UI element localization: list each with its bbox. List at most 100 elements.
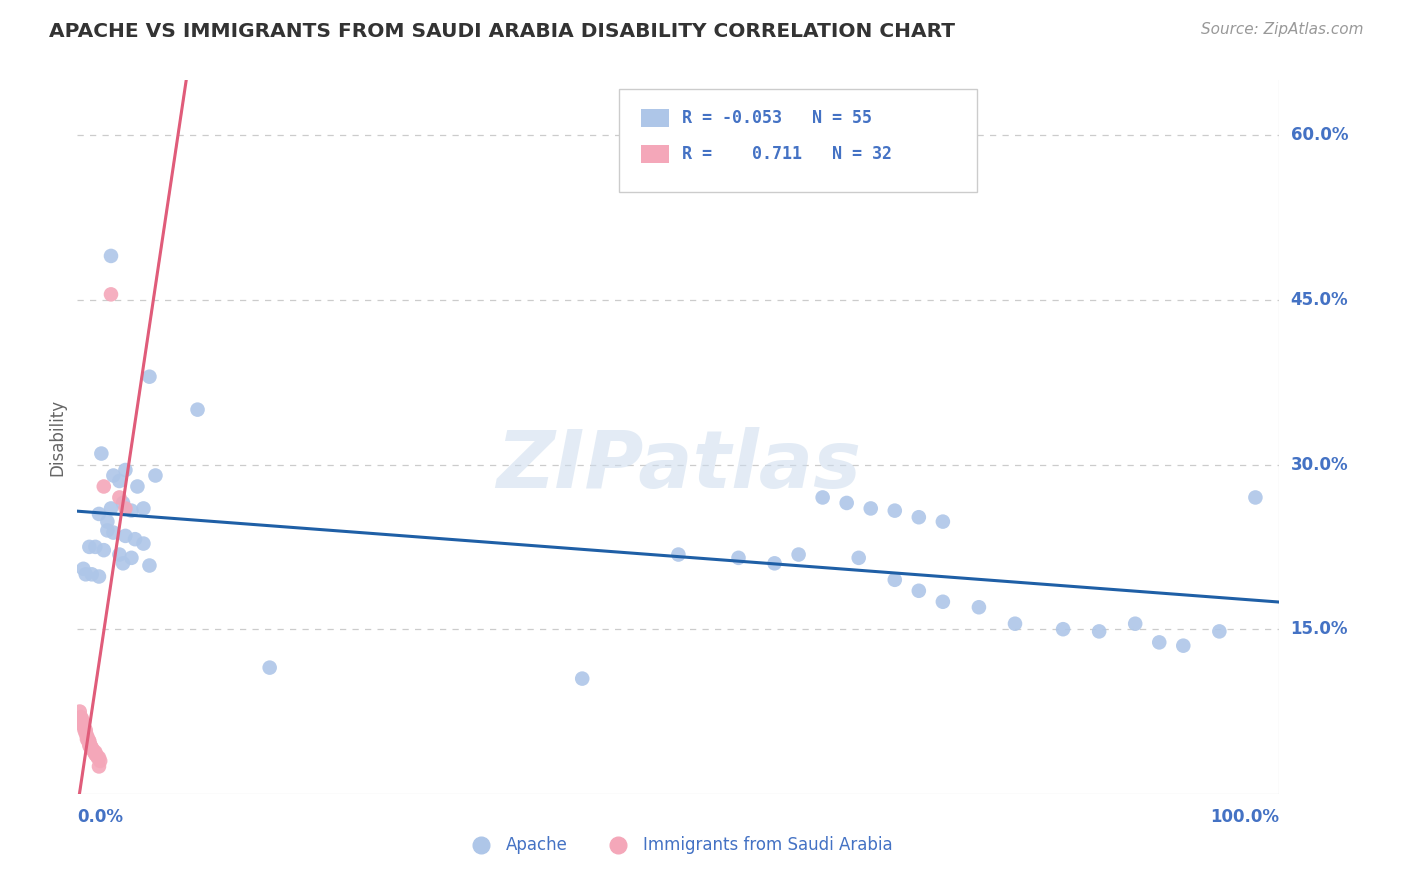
Point — [103, 468, 125, 483]
Point — [727, 550, 749, 565]
Point — [75, 567, 97, 582]
Point — [76, 731, 98, 746]
Point — [84, 747, 107, 762]
Point — [80, 567, 103, 582]
Point — [127, 479, 149, 493]
Point — [186, 402, 209, 417]
Point — [86, 748, 108, 763]
Point — [908, 510, 931, 524]
Point — [100, 249, 122, 263]
Point — [132, 501, 155, 516]
Point — [84, 540, 107, 554]
Point — [79, 739, 101, 753]
Point — [120, 550, 142, 565]
Point — [87, 750, 110, 764]
Point — [96, 524, 118, 538]
Point — [72, 562, 94, 576]
Point — [132, 536, 155, 550]
Point — [848, 550, 870, 565]
Text: R =    0.711   N = 32: R = 0.711 N = 32 — [682, 145, 891, 163]
Text: ZIPatlas: ZIPatlas — [496, 426, 860, 505]
Y-axis label: Disability: Disability — [48, 399, 66, 475]
Point — [100, 501, 122, 516]
Point — [79, 740, 101, 755]
Text: 60.0%: 60.0% — [1291, 126, 1348, 145]
Point — [79, 540, 101, 554]
Point — [108, 474, 131, 488]
Point — [908, 583, 931, 598]
Point — [77, 731, 100, 746]
Point — [108, 548, 131, 562]
Point — [145, 468, 167, 483]
Point — [883, 573, 905, 587]
Text: 30.0%: 30.0% — [1291, 456, 1348, 474]
Point — [103, 525, 125, 540]
Point — [84, 745, 107, 759]
Point — [87, 750, 110, 764]
Text: APACHE VS IMMIGRANTS FROM SAUDI ARABIA DISABILITY CORRELATION CHART: APACHE VS IMMIGRANTS FROM SAUDI ARABIA D… — [49, 22, 955, 41]
Text: 0.0%: 0.0% — [77, 808, 124, 826]
Point — [124, 532, 146, 546]
Point — [114, 529, 136, 543]
Point — [70, 710, 93, 724]
Point — [1004, 616, 1026, 631]
Point — [1088, 624, 1111, 639]
Point — [835, 496, 858, 510]
Text: 15.0%: 15.0% — [1291, 620, 1348, 638]
Point — [82, 743, 104, 757]
Point — [72, 719, 94, 733]
Point — [1123, 616, 1146, 631]
Point — [72, 715, 94, 730]
Point — [259, 660, 281, 674]
Point — [93, 479, 115, 493]
Point — [114, 501, 136, 516]
Point — [108, 491, 131, 505]
Point — [87, 759, 110, 773]
Point — [70, 712, 93, 726]
Point — [668, 548, 690, 562]
Text: 45.0%: 45.0% — [1291, 291, 1348, 309]
Point — [932, 595, 955, 609]
Point — [89, 754, 111, 768]
Point — [80, 740, 103, 755]
Point — [87, 569, 110, 583]
Point — [76, 729, 98, 743]
Point — [763, 557, 786, 571]
Point — [79, 739, 101, 753]
Point — [100, 287, 122, 301]
Text: 100.0%: 100.0% — [1211, 808, 1279, 826]
Point — [77, 734, 100, 748]
Point — [1052, 622, 1074, 636]
Point — [75, 723, 97, 738]
Point — [111, 557, 134, 571]
Point — [79, 736, 101, 750]
Point — [571, 672, 593, 686]
Point — [69, 705, 91, 719]
Point — [93, 543, 115, 558]
Legend: Apache, Immigrants from Saudi Arabia: Apache, Immigrants from Saudi Arabia — [457, 830, 900, 861]
Point — [811, 491, 834, 505]
Point — [114, 463, 136, 477]
Point — [90, 446, 112, 460]
Point — [111, 496, 134, 510]
Point — [787, 548, 810, 562]
Point — [859, 501, 882, 516]
Point — [138, 558, 160, 573]
Point — [1208, 624, 1230, 639]
Point — [73, 721, 96, 735]
Text: R = -0.053   N = 55: R = -0.053 N = 55 — [682, 109, 872, 127]
Point — [138, 369, 160, 384]
Point — [1173, 639, 1195, 653]
Point — [75, 726, 97, 740]
Text: Source: ZipAtlas.com: Source: ZipAtlas.com — [1201, 22, 1364, 37]
Point — [73, 723, 96, 738]
Point — [1149, 635, 1171, 649]
Point — [120, 503, 142, 517]
Point — [79, 734, 101, 748]
Point — [967, 600, 990, 615]
Point — [932, 515, 955, 529]
Point — [1244, 491, 1267, 505]
Point — [883, 503, 905, 517]
Point — [96, 515, 118, 529]
Point — [83, 745, 105, 759]
